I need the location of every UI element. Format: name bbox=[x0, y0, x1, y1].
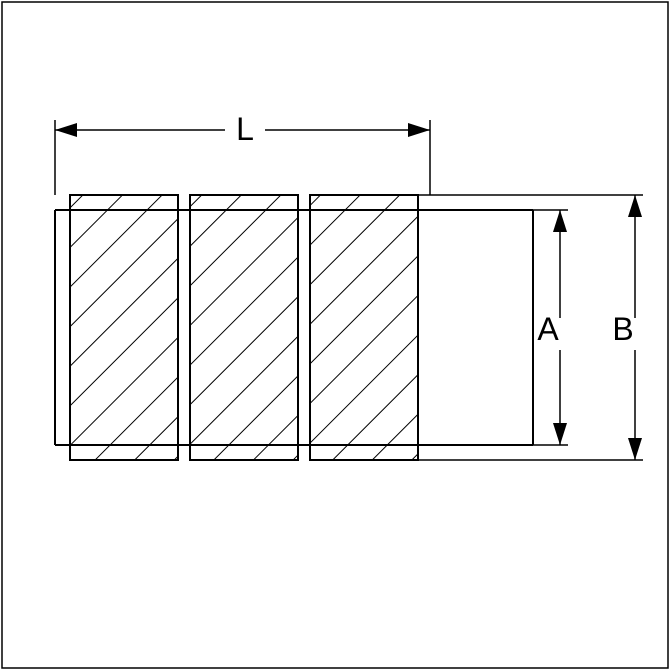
label-L: L bbox=[236, 111, 254, 147]
hatched-block-0 bbox=[70, 195, 178, 460]
hatched-block-2 bbox=[310, 195, 418, 460]
hatched-block-1 bbox=[190, 195, 298, 460]
label-B: B bbox=[612, 311, 633, 347]
label-A: A bbox=[537, 311, 559, 347]
